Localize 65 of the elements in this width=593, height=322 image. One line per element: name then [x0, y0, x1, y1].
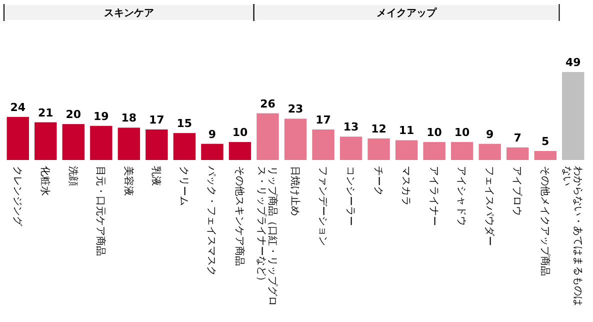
bar — [340, 136, 362, 160]
data-label: 21 — [38, 106, 54, 120]
x-tick-label: クレンジング — [11, 166, 22, 227]
bar — [228, 142, 252, 160]
x-tick-label: 化粧水 — [39, 166, 52, 196]
bar — [562, 72, 584, 160]
x-tick-label: コンシーラー — [344, 166, 356, 226]
data-label: 7 — [514, 131, 522, 144]
bar — [368, 138, 390, 160]
data-label: 18 — [121, 112, 137, 125]
x-tick-label: 目元・口元ケア商品 — [94, 166, 107, 256]
x-tick-label: パック・フェイスマスク — [206, 165, 217, 276]
x-tick-label: その他スキンケア商品 — [233, 166, 246, 266]
data-label: 11 — [398, 124, 414, 138]
bar — [284, 118, 307, 160]
data-label: 10 — [454, 126, 470, 140]
bar — [173, 133, 196, 160]
x-tick-label: クリーム — [178, 166, 189, 206]
data-label: 24 — [10, 100, 26, 114]
x-tick-label: その他メイクアップ商品 — [538, 166, 551, 276]
bar — [201, 144, 224, 160]
x-tick-label: マスカラ — [400, 166, 412, 206]
x-tick-label: チーク — [372, 166, 384, 196]
x-tick-label: アイライナー — [428, 166, 439, 226]
data-label: 49 — [565, 56, 581, 69]
data-label: 12 — [371, 122, 386, 136]
data-label: 20 — [66, 108, 82, 122]
text: スキンケア — [104, 8, 154, 19]
bar — [395, 140, 418, 160]
bar — [6, 116, 29, 160]
data-label: 10 — [232, 126, 248, 140]
x-tick-label: フェイスパウダー — [483, 166, 496, 246]
data-label: 17 — [316, 113, 331, 126]
x-tick-label: 乳液 — [150, 166, 162, 186]
text: メイクアップ — [376, 7, 438, 19]
bar — [62, 124, 85, 160]
data-label: 9 — [486, 128, 494, 141]
data-label: 5 — [542, 135, 550, 148]
data-label: 10 — [426, 126, 442, 140]
data-label: 15 — [176, 117, 192, 130]
bar — [534, 151, 556, 160]
bar — [450, 142, 474, 160]
bar — [90, 126, 112, 160]
x-tick-label: 美容液 — [122, 166, 134, 196]
data-label: 19 — [94, 110, 109, 123]
bar — [118, 128, 140, 160]
bar — [506, 147, 529, 160]
bar — [34, 122, 57, 160]
bar — [423, 142, 446, 160]
bar — [312, 129, 334, 160]
bar — [478, 144, 501, 160]
x-tick-label: リップ商品（口紅・リップグロス・リップライナーなど） — [256, 166, 279, 306]
x-tick-label: 洗顔 — [66, 166, 79, 186]
data-label: 17 — [149, 113, 164, 126]
x-tick-label: 日焼け止め — [289, 166, 301, 216]
data-label: 13 — [343, 120, 359, 134]
x-tick-label: アイシャドウ — [456, 166, 467, 226]
data-label: 26 — [260, 97, 276, 110]
x-tick-label: アイブロウ — [511, 166, 524, 216]
x-tick-label: ファンデーション — [316, 166, 328, 246]
data-label: 23 — [288, 102, 304, 116]
x-tick-label: わからない・あてはまるものはない — [561, 166, 584, 306]
bar — [146, 129, 168, 160]
data-label: 9 — [208, 128, 216, 141]
bar — [256, 113, 279, 160]
